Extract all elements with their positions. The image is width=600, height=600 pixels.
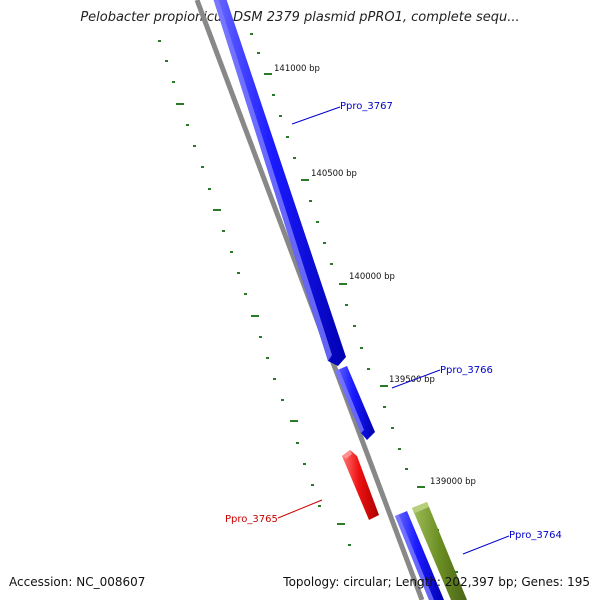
gene-label-ppro-3765[interactable]: Ppro_3765 <box>225 514 278 525</box>
tick-label: 140500 bp <box>311 169 357 179</box>
gene-label-ppro-3764[interactable]: Ppro_3764 <box>509 530 562 541</box>
gene-label-ppro-3767[interactable]: Ppro_3767 <box>340 101 393 112</box>
olive-feature[interactable] <box>412 502 467 600</box>
gene-ppro-3765[interactable] <box>342 450 379 520</box>
tick-label: 139000 bp <box>430 477 476 487</box>
outer-tick-row <box>250 33 458 573</box>
gene-ppro-3764[interactable] <box>395 511 444 600</box>
label-leader-line <box>291 106 341 125</box>
summary-text: Topology: circular; Length: 202,397 bp; … <box>283 575 590 589</box>
label-leader-line <box>277 499 323 519</box>
tick-label: 140000 bp <box>349 272 395 282</box>
gene-ppro-3766[interactable] <box>335 366 375 440</box>
label-leader-line <box>391 369 441 389</box>
gene-ppro-3767[interactable] <box>213 0 346 366</box>
map-title: Pelobacter propionicus DSM 2379 plasmid … <box>80 10 520 25</box>
tick-label: 141000 bp <box>274 64 320 74</box>
label-leader-line <box>462 535 510 555</box>
gene-label-ppro-3766[interactable]: Ppro_3766 <box>440 365 493 376</box>
inner-tick-row <box>158 40 351 546</box>
accession-text: Accession: NC_008607 <box>9 575 146 589</box>
